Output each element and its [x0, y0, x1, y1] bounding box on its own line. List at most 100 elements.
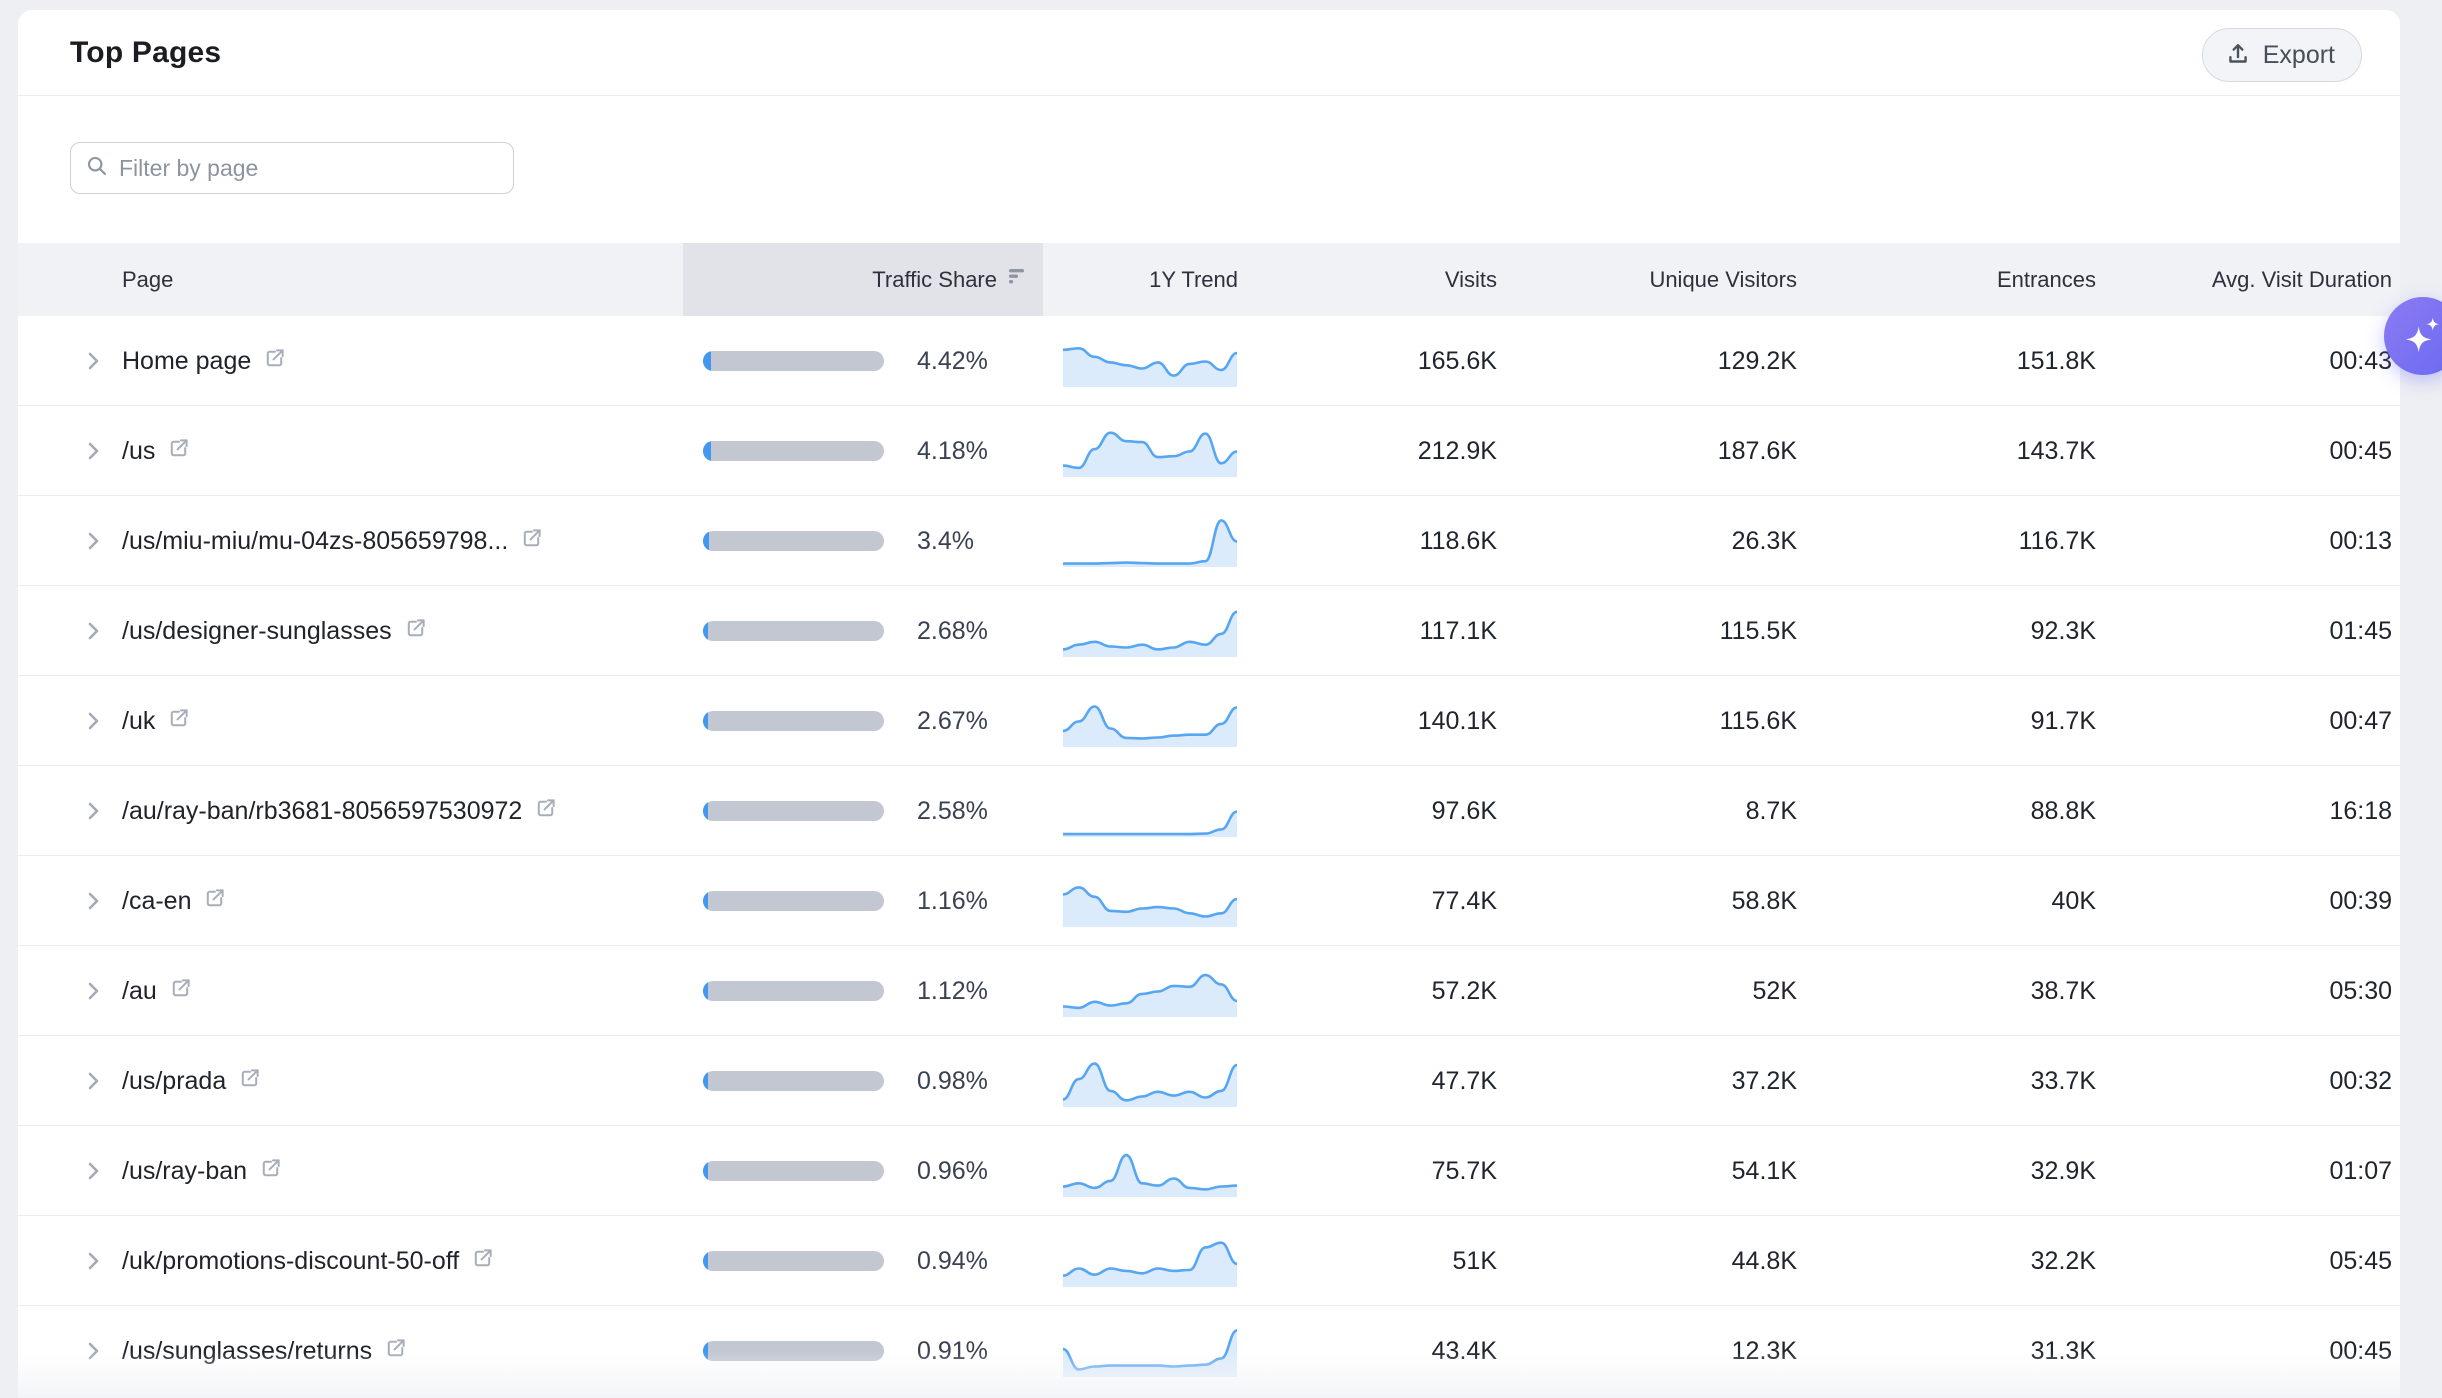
chevron-right-icon[interactable] — [78, 706, 108, 736]
chevron-right-icon[interactable] — [78, 1336, 108, 1366]
traffic-share-value: 2.58% — [917, 797, 988, 825]
page-cell: /us/miu-miu/mu-04zs-805659798... — [122, 496, 543, 586]
table-header: Page Traffic Share 1Y Trend Visits Uniqu… — [18, 243, 2400, 316]
external-link-icon[interactable] — [238, 1067, 261, 1095]
external-link-icon[interactable] — [404, 617, 427, 645]
filter-input[interactable] — [119, 154, 499, 182]
external-link-icon[interactable] — [520, 527, 543, 555]
entrances-value: 33.7K — [2030, 1067, 2096, 1095]
traffic-share-bar-fill — [703, 1071, 708, 1091]
chevron-right-icon[interactable] — [78, 616, 108, 646]
chevron-right-icon[interactable] — [78, 1246, 108, 1276]
entrances-value: 116.7K — [2018, 527, 2096, 555]
page-cell: /uk — [122, 676, 190, 766]
column-header-page[interactable]: Page — [122, 267, 174, 292]
external-link-icon[interactable] — [471, 1247, 494, 1275]
traffic-share-bar — [703, 351, 884, 371]
unique-visitors-value: 26.3K — [1731, 527, 1797, 555]
avg-visit-duration-value: 00:32 — [2329, 1067, 2392, 1095]
traffic-share-bar — [703, 531, 884, 551]
page-name: /us/miu-miu/mu-04zs-805659798... — [122, 526, 509, 555]
table-row[interactable]: /us/miu-miu/mu-04zs-805659798... 3.4% 11… — [18, 496, 2400, 586]
chevron-right-icon[interactable] — [78, 526, 108, 556]
chevron-right-icon[interactable] — [78, 886, 108, 916]
table-row[interactable]: /us 4.18% 212.9K 187.6K 143.7K 00:45 — [18, 406, 2400, 496]
traffic-share-bar-fill — [703, 351, 711, 371]
entrances-value: 91.7K — [2030, 707, 2096, 735]
page-cell: /us/designer-sunglasses — [122, 586, 427, 676]
avg-visit-duration-value: 00:47 — [2329, 707, 2392, 735]
trend-sparkline — [1063, 810, 1237, 837]
visits-value: 97.6K — [1431, 797, 1497, 825]
chevron-right-icon[interactable] — [78, 976, 108, 1006]
external-link-icon[interactable] — [534, 797, 557, 825]
column-header-avg-visit-duration[interactable]: Avg. Visit Duration — [2211, 267, 2392, 292]
traffic-share-bar — [703, 801, 884, 821]
chevron-right-icon[interactable] — [78, 436, 108, 466]
page-name: /ca-en — [122, 886, 192, 915]
page-cell: /us/ray-ban — [122, 1126, 282, 1216]
unique-visitors-value: 129.2K — [1717, 347, 1797, 375]
visits-value: 77.4K — [1431, 887, 1497, 915]
traffic-share-value: 1.16% — [917, 887, 988, 915]
trend-sparkline — [1063, 886, 1237, 927]
traffic-share-value: 2.68% — [917, 617, 988, 645]
unique-visitors-value: 52K — [1752, 977, 1797, 1005]
traffic-share-bar-fill — [703, 1341, 708, 1361]
table-row[interactable]: /us/prada 0.98% 47.7K 37.2K 33.7K 00:32 — [18, 1036, 2400, 1126]
external-link-icon[interactable] — [384, 1337, 407, 1365]
avg-visit-duration-value: 00:13 — [2329, 527, 2392, 555]
ai-assistant-button[interactable] — [2384, 297, 2442, 375]
table-row[interactable]: /ca-en 1.16% 77.4K 58.8K 40K 00:39 — [18, 856, 2400, 946]
table-row[interactable]: Home page 4.42% 165.6K 129.2K 151.8K 00:… — [18, 316, 2400, 406]
external-link-icon[interactable] — [169, 977, 192, 1005]
entrances-value: 32.9K — [2030, 1157, 2096, 1185]
table-row[interactable]: /uk 2.67% 140.1K 115.6K 91.7K 00:47 — [18, 676, 2400, 766]
table-row[interactable]: /us/sunglasses/returns 0.91% 43.4K 12.3K… — [18, 1306, 2400, 1396]
visits-value: 57.2K — [1431, 977, 1497, 1005]
external-link-icon[interactable] — [203, 887, 226, 915]
table-row[interactable]: /au 1.12% 57.2K 52K 38.7K 05:30 — [18, 946, 2400, 1036]
trend-sparkline — [1063, 1153, 1237, 1197]
visits-value: 75.7K — [1431, 1157, 1497, 1185]
unique-visitors-value: 44.8K — [1731, 1247, 1797, 1275]
table-row[interactable]: /uk/promotions-discount-50-off 0.94% 51K… — [18, 1216, 2400, 1306]
sort-descending-icon — [1007, 243, 1029, 316]
page-cell: /us — [122, 406, 190, 496]
column-header-entrances[interactable]: Entrances — [1996, 267, 2096, 292]
table-row[interactable]: /au/ray-ban/rb3681-8056597530972 2.58% 9… — [18, 766, 2400, 856]
column-header-visits[interactable]: Visits — [1444, 267, 1497, 292]
unique-visitors-value: 12.3K — [1731, 1337, 1797, 1365]
trend-sparkline — [1063, 1329, 1237, 1377]
table-row[interactable]: /us/designer-sunglasses 2.68% 117.1K 115… — [18, 586, 2400, 676]
page-name: /us/sunglasses/returns — [122, 1336, 373, 1365]
external-link-icon[interactable] — [167, 707, 190, 735]
external-link-icon[interactable] — [167, 437, 190, 465]
external-link-icon[interactable] — [259, 1157, 282, 1185]
chevron-right-icon[interactable] — [78, 346, 108, 376]
traffic-share-bar-fill — [703, 711, 708, 731]
entrances-value: 151.8K — [2016, 347, 2096, 375]
unique-visitors-value: 115.5K — [1719, 617, 1797, 645]
page-title: Top Pages — [70, 35, 222, 69]
trend-sparkline — [1063, 705, 1237, 747]
traffic-share-value: 0.91% — [917, 1337, 988, 1365]
chevron-right-icon[interactable] — [78, 1066, 108, 1096]
column-header-traffic-share[interactable]: Traffic Share — [683, 243, 1043, 316]
external-link-icon[interactable] — [263, 347, 286, 375]
chevron-right-icon[interactable] — [78, 1156, 108, 1186]
column-header-1y-trend[interactable]: 1Y Trend — [1149, 267, 1238, 292]
table-row[interactable]: /us/ray-ban 0.96% 75.7K 54.1K 32.9K 01:0… — [18, 1126, 2400, 1216]
avg-visit-duration-value: 01:07 — [2329, 1157, 2392, 1185]
visits-value: 43.4K — [1431, 1337, 1497, 1365]
export-button[interactable]: Export — [2201, 28, 2362, 82]
visits-value: 118.6K — [1419, 527, 1497, 555]
export-label: Export — [2262, 40, 2335, 69]
page-name: /us — [122, 436, 156, 465]
column-header-unique-visitors[interactable]: Unique Visitors — [1649, 267, 1797, 292]
avg-visit-duration-value: 00:39 — [2329, 887, 2392, 915]
chevron-right-icon[interactable] — [78, 796, 108, 826]
entrances-value: 92.3K — [2030, 617, 2096, 645]
page-cell: /au/ray-ban/rb3681-8056597530972 — [122, 766, 557, 856]
traffic-share-value: 1.12% — [917, 977, 988, 1005]
